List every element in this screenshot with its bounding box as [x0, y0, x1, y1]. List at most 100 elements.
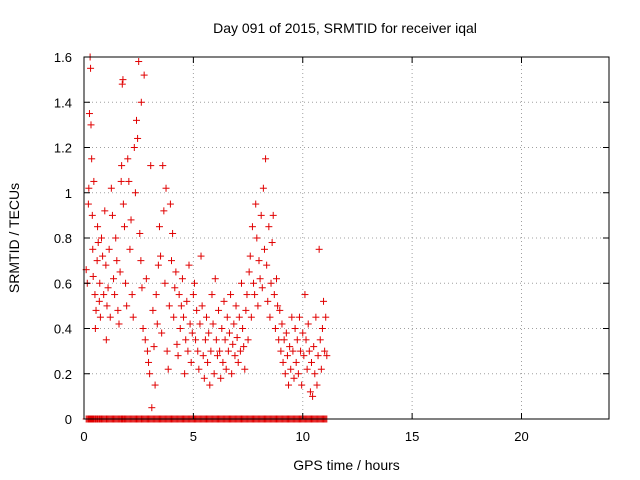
- data-point: [238, 279, 245, 287]
- data-point: [220, 297, 228, 305]
- data-point: [85, 184, 93, 192]
- data-point: [274, 302, 282, 310]
- data-point: [303, 365, 311, 373]
- data-point: [147, 162, 155, 170]
- data-point: [260, 245, 268, 253]
- data-point: [230, 320, 238, 328]
- data-point: [217, 374, 225, 382]
- data-point: [229, 340, 237, 348]
- data-point: [87, 121, 95, 129]
- data-point: [164, 365, 172, 373]
- data-point: [136, 229, 144, 237]
- data-point: [196, 320, 204, 328]
- data-point: [197, 252, 205, 260]
- data-point: [186, 320, 194, 328]
- data-point: [122, 279, 130, 287]
- data-point: [242, 306, 250, 314]
- data-point: [228, 370, 236, 378]
- data-point: [289, 347, 297, 355]
- data-point: [297, 347, 305, 355]
- data-point: [150, 343, 158, 351]
- data-point: [176, 325, 184, 332]
- data-point: [207, 347, 215, 355]
- data-point: [175, 291, 183, 299]
- data-point: [170, 313, 178, 321]
- data-point: [254, 302, 262, 310]
- data-point: [103, 302, 111, 310]
- data-point: [195, 365, 203, 373]
- x-axis-label: GPS time / hours: [293, 457, 400, 473]
- data-point: [200, 374, 208, 382]
- data-point: [198, 302, 206, 310]
- data-point: [145, 358, 153, 366]
- data-point: [295, 313, 303, 321]
- data-point: [133, 116, 140, 124]
- data-point: [205, 329, 213, 337]
- data-point: [149, 306, 157, 314]
- data-point: [153, 320, 161, 328]
- data-point: [159, 162, 167, 170]
- data-point: [102, 336, 110, 344]
- data-point: [180, 313, 188, 321]
- data-point: [131, 189, 139, 197]
- data-point: [298, 381, 306, 389]
- y-axis-label: SRMTID / TECUs: [6, 183, 22, 293]
- data-point: [255, 257, 263, 265]
- data-point: [168, 257, 175, 265]
- data-point: [157, 252, 165, 260]
- data-point: [204, 358, 212, 366]
- y-tick-label: 0.2: [54, 367, 72, 382]
- data-point: [111, 291, 119, 299]
- data-point: [299, 329, 307, 337]
- data-point: [231, 352, 239, 360]
- data-point: [306, 388, 314, 396]
- data-point: [117, 177, 125, 185]
- data-point: [94, 239, 102, 247]
- data-point: [246, 252, 254, 260]
- data-point: [95, 297, 103, 305]
- data-point: [211, 275, 219, 283]
- data-point: [174, 352, 182, 360]
- data-point: [314, 352, 322, 360]
- y-tick-label: 0.6: [54, 276, 72, 291]
- data-point: [235, 313, 243, 321]
- data-point: [141, 336, 149, 344]
- data-point: [251, 291, 259, 299]
- data-point: [265, 223, 273, 231]
- data-point: [323, 352, 331, 360]
- x-tick-label: 15: [405, 429, 419, 444]
- data-point: [268, 239, 276, 247]
- data-point: [173, 340, 181, 348]
- data-point: [158, 329, 166, 337]
- data-point: [240, 343, 248, 351]
- data-point: [190, 279, 198, 287]
- data-point: [146, 370, 154, 378]
- data-point: [292, 358, 300, 366]
- data-point: [305, 347, 313, 355]
- data-point: [236, 347, 244, 355]
- data-point: [183, 297, 191, 305]
- data-point: [137, 98, 145, 106]
- data-point: [93, 257, 101, 265]
- data-point: [88, 211, 96, 219]
- data-point: [112, 234, 120, 242]
- data-point: [258, 284, 266, 292]
- data-point: [222, 365, 230, 373]
- data-point: [178, 275, 186, 283]
- data-point: [172, 268, 180, 276]
- data-point: [203, 313, 210, 321]
- data-point: [92, 306, 100, 314]
- data-point: [135, 58, 143, 66]
- data-point: [317, 365, 325, 373]
- x-tick-label: 10: [296, 429, 310, 444]
- data-point: [320, 297, 328, 305]
- data-point: [105, 245, 113, 253]
- data-point: [99, 252, 107, 260]
- data-point: [294, 370, 302, 378]
- data-point: [253, 234, 261, 242]
- data-point: [232, 302, 240, 310]
- data-point: [108, 211, 116, 219]
- data-point: [161, 279, 169, 287]
- data-point: [102, 261, 110, 269]
